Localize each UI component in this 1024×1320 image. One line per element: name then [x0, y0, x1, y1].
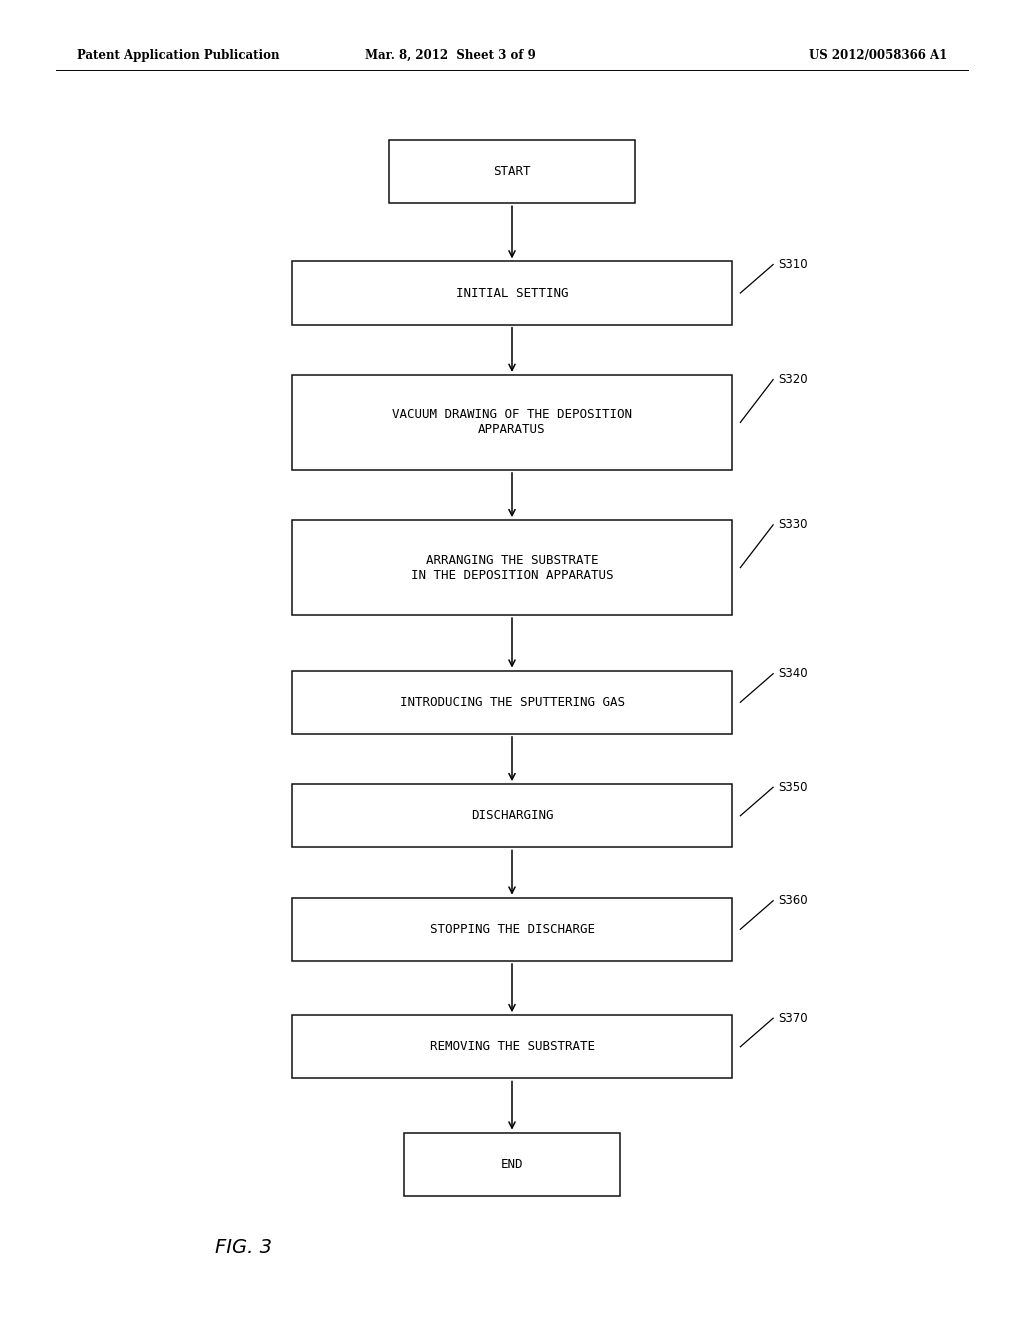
FancyBboxPatch shape — [292, 1015, 732, 1078]
Text: S370: S370 — [778, 1011, 808, 1024]
FancyBboxPatch shape — [292, 784, 732, 847]
Text: REMOVING THE SUBSTRATE: REMOVING THE SUBSTRATE — [429, 1040, 595, 1053]
Text: DISCHARGING: DISCHARGING — [471, 809, 553, 822]
FancyBboxPatch shape — [292, 520, 732, 615]
Text: S340: S340 — [778, 667, 808, 680]
Text: START: START — [494, 165, 530, 178]
Text: Patent Application Publication: Patent Application Publication — [77, 49, 280, 62]
FancyBboxPatch shape — [389, 140, 635, 203]
Text: S350: S350 — [778, 780, 808, 793]
Text: US 2012/0058366 A1: US 2012/0058366 A1 — [809, 49, 947, 62]
FancyBboxPatch shape — [292, 898, 732, 961]
Text: INTRODUCING THE SPUTTERING GAS: INTRODUCING THE SPUTTERING GAS — [399, 696, 625, 709]
Text: INITIAL SETTING: INITIAL SETTING — [456, 286, 568, 300]
FancyBboxPatch shape — [292, 671, 732, 734]
Text: STOPPING THE DISCHARGE: STOPPING THE DISCHARGE — [429, 923, 595, 936]
Text: END: END — [501, 1158, 523, 1171]
Text: ARRANGING THE SUBSTRATE
IN THE DEPOSITION APPARATUS: ARRANGING THE SUBSTRATE IN THE DEPOSITIO… — [411, 553, 613, 582]
FancyBboxPatch shape — [404, 1133, 620, 1196]
FancyBboxPatch shape — [292, 375, 732, 470]
Text: S360: S360 — [778, 894, 808, 907]
FancyBboxPatch shape — [292, 261, 732, 325]
Text: S330: S330 — [778, 519, 808, 532]
Text: FIG. 3: FIG. 3 — [215, 1238, 272, 1257]
Text: S320: S320 — [778, 374, 808, 387]
Text: S310: S310 — [778, 257, 808, 271]
Text: VACUUM DRAWING OF THE DEPOSITION
APPARATUS: VACUUM DRAWING OF THE DEPOSITION APPARAT… — [392, 408, 632, 437]
Text: Mar. 8, 2012  Sheet 3 of 9: Mar. 8, 2012 Sheet 3 of 9 — [366, 49, 536, 62]
